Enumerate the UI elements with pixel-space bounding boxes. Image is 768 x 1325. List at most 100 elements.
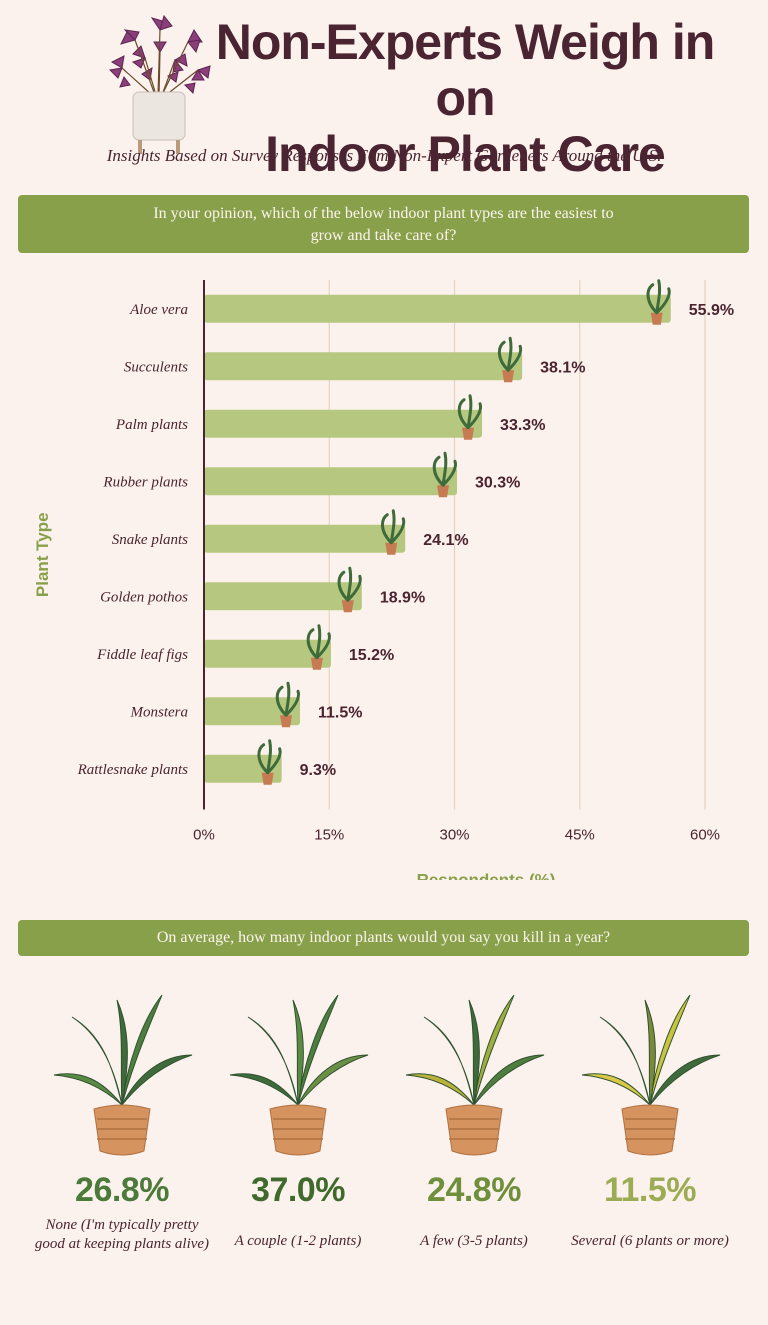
kill-stat-value: 24.8%	[427, 1171, 521, 1209]
bar	[204, 409, 483, 438]
leaf-icon	[473, 994, 515, 1106]
page-title: Non-Experts Weigh in on Indoor Plant Car…	[205, 14, 725, 182]
category-label: Aloe vera	[129, 302, 188, 318]
leaf-icon	[581, 1073, 651, 1106]
wilting-plant-icon	[405, 994, 545, 1156]
y-axis-title: Plant Type	[33, 512, 52, 597]
leaf-icon	[649, 1054, 721, 1106]
x-tick-label: 15%	[314, 827, 344, 844]
value-label: 30.3%	[475, 474, 520, 491]
leaf-icon	[292, 999, 304, 1106]
kill-stat-label: Several (6 plants or more)	[571, 1233, 729, 1249]
bar	[204, 352, 523, 381]
page-title-line1: Non-Experts Weigh in on	[215, 14, 716, 126]
leaf-icon	[297, 994, 339, 1106]
x-tick-label: 30%	[439, 827, 469, 844]
x-axis-title: Respondents (%)	[417, 871, 556, 881]
leaf-icon	[457, 394, 483, 430]
kill-stat-label: A few (3-5 plants)	[420, 1233, 528, 1249]
leaf-icon	[121, 994, 163, 1106]
kill-stat-value: 11.5%	[603, 1171, 697, 1209]
pot-icon	[93, 1104, 151, 1156]
leaf-icon	[473, 1054, 545, 1106]
question-banner-plants-killed: On average, how many indoor plants would…	[18, 920, 749, 956]
leaf-icon	[337, 566, 362, 602]
plants-killed-stats: 26.8% None (I'm typically pretty good at…	[0, 975, 768, 1315]
leaf-icon	[275, 681, 300, 717]
kill-stat-label: None (I'm typically pretty good at keepi…	[34, 1217, 210, 1252]
leaf-icon	[116, 999, 128, 1106]
value-label: 18.9%	[380, 589, 425, 606]
question-banner-plant-types: In your opinion, which of the below indo…	[18, 195, 749, 253]
leaf-icon	[380, 509, 406, 545]
leaf-icon	[468, 999, 480, 1106]
bar	[204, 294, 671, 323]
x-tick-label: 0%	[193, 827, 215, 844]
leaf-icon	[644, 999, 656, 1106]
pot-icon	[462, 427, 475, 440]
category-label: Palm plants	[115, 417, 188, 433]
mostly-healthy-plant-icon	[229, 994, 369, 1156]
leaf-icon	[432, 451, 457, 487]
pot-icon	[261, 772, 274, 785]
leaf-icon	[599, 1016, 651, 1106]
leaf-icon	[649, 994, 691, 1106]
leaf-icon	[257, 739, 282, 775]
value-label: 9.3%	[300, 762, 336, 779]
leaf-icon	[405, 1073, 475, 1106]
pot-icon	[621, 1104, 679, 1156]
plant-type-bar-chart: 0% 15% 30% 45% 60% Aloe vera 55.9% Succulents 38…	[33, 279, 734, 881]
page-subtitle: Insights Based on Survey Responses Fom N…	[106, 146, 662, 165]
kill-stat-value: 37.0%	[251, 1171, 345, 1209]
kill-stat-label: A couple (1-2 plants)	[234, 1233, 362, 1249]
kill-stat-several: 11.5% Several (6 plants or more)	[560, 975, 740, 1251]
leaf-icon	[53, 1073, 123, 1106]
category-label: Rubber plants	[102, 474, 188, 490]
pot-icon	[269, 1104, 327, 1156]
leaf-icon	[423, 1016, 475, 1106]
header-plant-illustration	[108, 14, 211, 154]
leaf-icon	[71, 1016, 123, 1106]
dying-plant-icon	[581, 994, 721, 1156]
pot-icon	[502, 370, 515, 383]
category-label: Monstera	[130, 704, 189, 720]
leaf-icon	[229, 1073, 299, 1106]
value-label: 24.1%	[423, 532, 468, 549]
oxalis-leaves	[108, 14, 211, 96]
pot-icon	[341, 600, 354, 613]
kill-stat-value: 26.8%	[75, 1171, 169, 1209]
page-title-line2: Indoor Plant Care	[265, 126, 666, 182]
category-label: Snake plants	[112, 532, 188, 548]
category-label: Succulents	[124, 359, 188, 375]
bar	[204, 467, 458, 496]
x-tick-label: 45%	[565, 827, 595, 844]
pot-icon	[445, 1104, 503, 1156]
bar	[204, 697, 301, 726]
value-label: 15.2%	[349, 647, 394, 664]
healthy-plant-icon	[53, 994, 193, 1156]
pot-icon	[650, 312, 663, 325]
category-label: Golden pothos	[100, 589, 188, 605]
value-label: 33.3%	[500, 417, 545, 434]
kill-stat-a-couple: 37.0% A couple (1-2 plants)	[208, 975, 388, 1251]
category-label: Fiddle leaf figs	[96, 647, 188, 663]
pot-icon	[310, 657, 323, 670]
value-label: 11.5%	[318, 704, 362, 721]
x-tick-label: 60%	[690, 827, 720, 844]
pot-icon	[385, 542, 398, 555]
leaf-icon	[297, 1054, 369, 1106]
leaf-icon	[646, 279, 671, 315]
leaf-icon	[306, 624, 331, 660]
pot-icon	[437, 485, 450, 498]
kill-stat-none: 26.8% None (I'm typically pretty good at…	[32, 975, 212, 1254]
value-label: 38.1%	[540, 359, 585, 376]
category-label: Rattlesnake plants	[77, 762, 189, 778]
leaf-icon	[247, 1016, 299, 1106]
leaf-icon	[497, 336, 523, 372]
value-label: 55.9%	[689, 302, 734, 319]
bar	[204, 524, 406, 553]
leaf-icon	[121, 1054, 193, 1106]
pot-icon	[280, 715, 293, 728]
bar	[204, 639, 331, 668]
bar	[204, 582, 362, 611]
